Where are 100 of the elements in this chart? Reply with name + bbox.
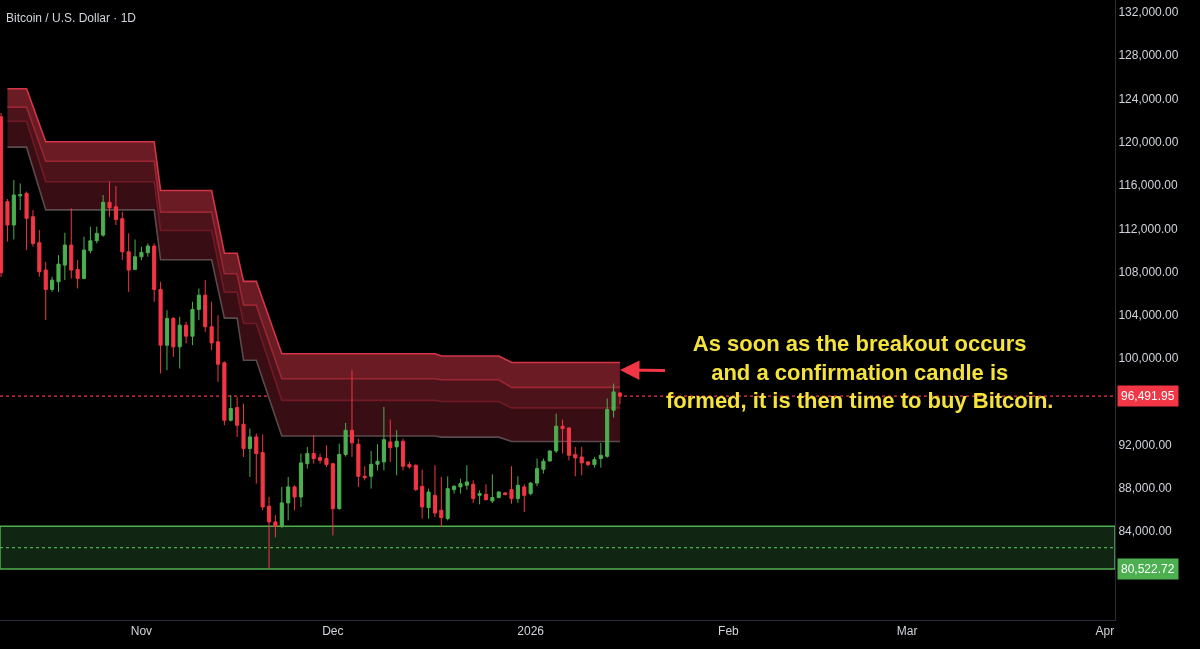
candlestick <box>62 232 67 281</box>
x-tick-label: Mar <box>896 624 918 639</box>
candlestick <box>388 419 393 463</box>
candlestick <box>586 460 591 467</box>
candlestick <box>5 198 10 243</box>
candlestick <box>362 465 367 481</box>
candlestick <box>273 514 278 538</box>
candlestick <box>286 476 291 521</box>
candlestick <box>215 314 221 383</box>
y-tick-label: 128,000.00 <box>1118 48 1179 63</box>
y-tick-label: 108,000.00 <box>1118 264 1179 279</box>
candlestick <box>292 484 297 511</box>
candlestick <box>101 194 106 238</box>
candlestick <box>560 419 565 455</box>
candlestick <box>515 475 520 504</box>
candlestick <box>534 458 540 487</box>
candlestick <box>113 185 118 226</box>
candlestick <box>241 403 246 458</box>
candlestick <box>394 429 399 476</box>
candlestick <box>171 316 176 358</box>
candlestick <box>432 464 437 518</box>
candlestick <box>509 465 514 505</box>
candlestick <box>343 422 348 458</box>
candlestick <box>471 479 476 504</box>
candlestick <box>369 450 374 490</box>
candlestick <box>413 463 418 492</box>
y-tick-label: 100,000.00 <box>1118 351 1179 366</box>
candlestick <box>164 309 170 371</box>
y-tick-label: 120,000.00 <box>1118 134 1179 149</box>
candlestick <box>566 426 571 461</box>
candlestick <box>605 398 610 459</box>
candlestick <box>18 182 23 211</box>
candlestick <box>203 279 208 333</box>
candlestick <box>50 276 55 293</box>
candlestick <box>190 301 195 346</box>
y-tick-label: 124,000.00 <box>1118 91 1179 106</box>
candlestick <box>490 473 495 504</box>
candlestick <box>400 438 406 471</box>
candlestick <box>311 434 316 465</box>
candlestick <box>420 469 425 520</box>
x-tick-label: 2026 <box>517 624 545 639</box>
candlestick <box>152 242 157 303</box>
candlestick <box>617 392 623 405</box>
candlestick <box>88 226 93 254</box>
candlestick <box>11 179 16 240</box>
candlestick <box>381 406 386 471</box>
candlestick <box>94 226 99 244</box>
candlestick <box>375 443 380 471</box>
y-tick-label: 88,000.00 <box>1118 481 1173 496</box>
candlestick <box>611 383 616 419</box>
candlestick <box>324 444 329 468</box>
x-tick-label: Apr <box>1095 624 1115 639</box>
candlestick <box>407 461 412 470</box>
band-label: 80,522.72 <box>1121 562 1175 576</box>
candlestick <box>184 321 189 345</box>
candlestick <box>445 475 450 521</box>
candlestick <box>81 236 87 280</box>
ref-line-label: 96,491.95 <box>1121 389 1175 403</box>
candlestick <box>598 442 603 469</box>
y-tick-label: 112,000.00 <box>1118 221 1178 236</box>
annotation: As soon as the breakout occurs and a confirmation candle is formed, it is then time to buy Bitcoin. <box>666 331 1054 414</box>
candlestick <box>541 458 546 475</box>
candlestick <box>426 488 431 520</box>
candlestick <box>30 209 36 248</box>
candlestick <box>496 490 501 499</box>
candlestick <box>592 456 597 469</box>
y-tick-label: 84,000.00 <box>1118 524 1173 539</box>
candlestick <box>349 369 355 458</box>
candlestick <box>209 301 214 351</box>
candlestick <box>24 191 29 251</box>
candlestick <box>298 453 304 508</box>
candlestick <box>452 484 457 495</box>
x-tick-label: Dec <box>322 624 344 639</box>
candlestick <box>330 462 335 536</box>
candlestick <box>56 254 61 293</box>
x-tick-label: Feb <box>718 624 740 639</box>
candlestick <box>439 476 444 528</box>
candlestick <box>528 481 533 496</box>
candlestick <box>196 287 201 321</box>
candlestick <box>483 483 489 501</box>
candlestick <box>477 489 482 505</box>
candlestick <box>228 394 233 422</box>
candlestick <box>132 238 138 271</box>
candlestick <box>158 281 163 375</box>
candlestick <box>337 443 342 511</box>
x-tick-label: Nov <box>130 624 153 639</box>
candlestick <box>503 491 508 496</box>
y-tick-label: 104,000.00 <box>1118 308 1179 323</box>
candlestick <box>0 112 4 278</box>
candlestick <box>522 483 527 513</box>
y-tick-label: 92,000.00 <box>1118 437 1173 452</box>
candlestick <box>37 229 42 278</box>
y-tick-label: 116,000.00 <box>1118 178 1178 193</box>
candlestick <box>43 261 48 321</box>
candlestick <box>547 449 552 462</box>
candlestick <box>554 413 559 454</box>
candlestick <box>464 464 469 491</box>
candlestick <box>69 207 74 279</box>
candlestick <box>458 478 463 495</box>
y-tick-label: 132,000.00 <box>1118 5 1179 20</box>
